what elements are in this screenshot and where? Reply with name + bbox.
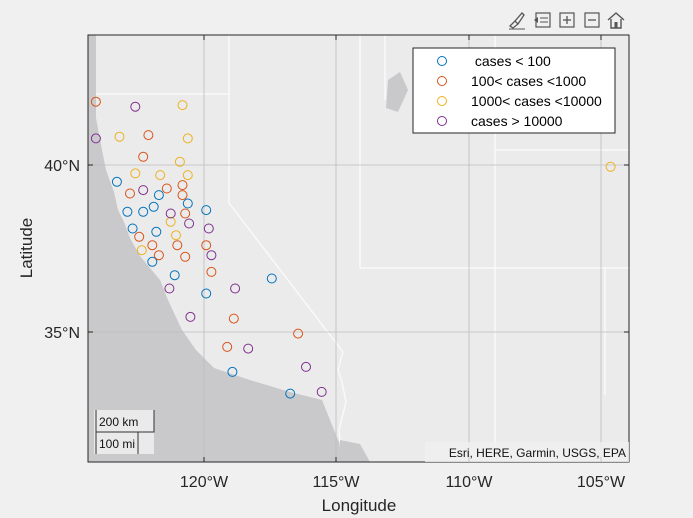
zoom-in-icon[interactable]	[557, 10, 577, 30]
data-point	[161, 183, 172, 194]
data-point	[172, 240, 183, 251]
data-point	[90, 133, 101, 144]
y-axis-label: Latitude	[17, 218, 36, 279]
data-point	[165, 216, 176, 227]
legend-marker	[437, 116, 447, 126]
data-point	[147, 240, 158, 251]
data-point	[138, 185, 149, 196]
data-point	[182, 133, 193, 144]
data-point	[293, 328, 304, 339]
data-point	[228, 313, 239, 324]
lake-shape	[386, 72, 408, 112]
scatter-points	[90, 96, 616, 399]
data-point	[206, 266, 217, 277]
data-point	[177, 190, 188, 201]
data-point	[180, 208, 191, 219]
data-point	[230, 283, 241, 294]
legend-marker	[437, 96, 447, 106]
data-point	[130, 168, 141, 179]
state-borders	[96, 35, 630, 463]
data-point	[203, 223, 214, 234]
x-tick-label: 105°W	[577, 474, 626, 491]
data-point	[243, 343, 254, 354]
data-point	[206, 250, 217, 261]
scale-bar: 200 km 100 mi	[94, 410, 155, 454]
data-point	[266, 273, 277, 284]
legend-label: cases < 100	[471, 53, 551, 69]
data-point	[165, 208, 176, 219]
x-tick-label: 120°W	[180, 474, 229, 491]
data-point	[222, 341, 233, 352]
data-point	[185, 311, 196, 322]
data-point	[171, 230, 181, 241]
legend-label: cases > 10000	[471, 113, 563, 129]
data-point	[184, 218, 195, 229]
scalebar-mi-label: 100 mi	[99, 437, 135, 451]
gridlines	[88, 35, 629, 462]
attribution-background	[425, 442, 629, 462]
data-point	[201, 240, 212, 251]
scalebar-km-label: 200 km	[99, 415, 138, 429]
data-point	[153, 250, 164, 261]
data-point	[136, 245, 147, 256]
data-point	[138, 206, 149, 217]
data-point	[114, 131, 125, 142]
zoom-out-icon[interactable]	[582, 10, 602, 30]
data-point	[164, 283, 175, 294]
data-point	[227, 366, 238, 377]
data-point	[130, 101, 141, 112]
data-point	[177, 180, 188, 191]
data-point	[153, 190, 164, 201]
data-point	[151, 226, 162, 237]
legend-marker	[437, 56, 447, 66]
data-point	[134, 231, 145, 242]
data-point	[143, 130, 154, 141]
data-point	[301, 361, 311, 372]
data-point	[180, 251, 191, 262]
data-point	[125, 188, 135, 199]
lake-shape-2	[340, 440, 370, 462]
y-tick-label: 40°N	[44, 158, 80, 175]
axes-border	[87, 34, 630, 463]
data-point	[182, 170, 193, 181]
data-point	[111, 176, 122, 187]
data-point	[182, 198, 193, 209]
home-icon[interactable]	[606, 10, 626, 30]
x-tick-label: 115°W	[312, 474, 360, 491]
data-point	[201, 205, 212, 216]
legend-label: 100< cases <1000	[471, 73, 586, 89]
legend-label: 1000< cases <10000	[471, 93, 602, 109]
data-point	[285, 388, 296, 399]
legend-marker	[437, 76, 447, 86]
data-point	[90, 96, 101, 107]
data-point	[127, 223, 138, 234]
attribution-text: Esri, HERE, Garmin, USGS, EPA	[449, 446, 626, 460]
data-point	[177, 100, 188, 111]
x-axis-label: Longitude	[322, 496, 397, 515]
x-tick-label: 110°W	[445, 474, 493, 491]
data-point	[316, 386, 327, 397]
data-point	[155, 170, 166, 181]
data-point	[147, 256, 158, 267]
data-point	[201, 288, 212, 299]
ocean-area	[88, 35, 352, 462]
data-point	[122, 206, 133, 217]
export-icon[interactable]	[533, 10, 553, 30]
data-point	[605, 161, 616, 172]
data-point	[148, 201, 159, 212]
data-point	[169, 270, 180, 281]
brush-icon[interactable]	[507, 10, 527, 30]
data-point	[138, 151, 149, 162]
legend[interactable]: cases < 100 100< cases <1000 1000< cases…	[412, 47, 616, 134]
y-tick-label: 35°N	[44, 325, 80, 342]
data-point	[174, 156, 185, 167]
